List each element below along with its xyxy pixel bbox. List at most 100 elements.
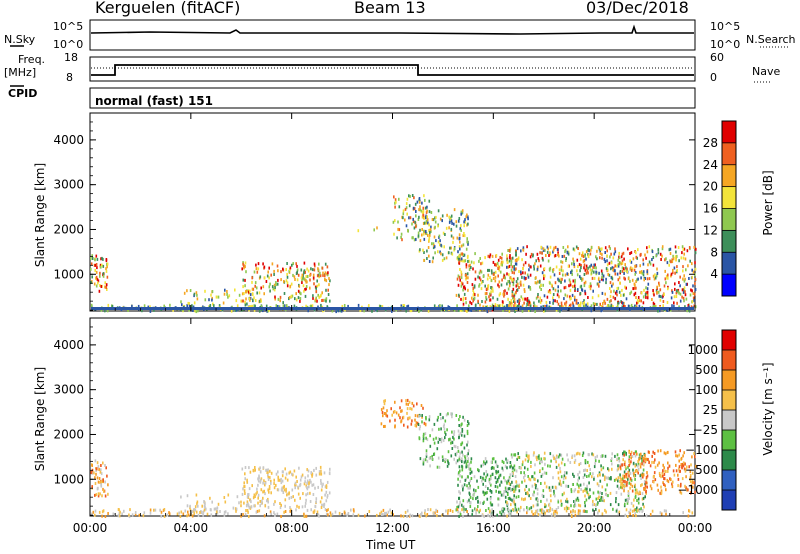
velocity-echo-cell	[320, 469, 322, 473]
power-echo-cell	[515, 249, 517, 253]
power-echo-cell	[273, 288, 276, 292]
power-echo-cell	[256, 291, 258, 295]
velocity-echo-cell	[639, 474, 642, 478]
power-echo-cell	[491, 303, 494, 307]
velocity-echo-cell	[637, 468, 640, 471]
power-echo-cell	[487, 273, 490, 277]
velocity-echo-cell	[431, 428, 434, 432]
power-echo-cell	[520, 270, 522, 274]
power-echo-cell	[494, 263, 496, 267]
velocity-echo-cell	[265, 468, 267, 472]
power-echo-cell	[653, 277, 656, 281]
power-echo-cell	[624, 305, 626, 309]
power-echo-cell	[565, 303, 567, 307]
velocity-echo-cell	[577, 473, 579, 477]
power-echo-cell	[573, 295, 576, 299]
power-echo-cell	[552, 301, 554, 305]
velocity-echo-cell	[471, 509, 474, 513]
power-echo-cell	[251, 276, 253, 280]
power-echo-cell	[459, 253, 461, 257]
velocity-echo-cell	[652, 450, 654, 454]
velocity-echo-cell	[267, 497, 269, 501]
velocity-echo-cell	[591, 475, 593, 479]
power-echo-cell	[681, 295, 683, 299]
power-echo-cell	[508, 249, 511, 252]
velocity-echo-cell	[458, 418, 460, 422]
velocity-echo-cell	[269, 469, 271, 473]
velocity-echo-cell	[330, 513, 332, 517]
power-echo-cell	[428, 223, 430, 227]
velocity-echo-cell	[691, 481, 694, 485]
power-echo-cell	[294, 297, 296, 301]
velocity-echo-cell	[461, 464, 463, 468]
velocity-echo-cell	[473, 475, 476, 479]
power-echo-cell	[607, 272, 609, 276]
velocity-echo-cell	[458, 465, 461, 469]
velocity-echo-cell	[154, 508, 157, 512]
power-echo-cell	[439, 217, 442, 221]
velocity-echo-cell	[561, 457, 564, 461]
power-echo-cell	[432, 242, 435, 246]
power-echo-cell	[683, 274, 685, 278]
velocity-colorbar-swatch	[722, 350, 736, 371]
power-echo-cell	[616, 287, 619, 290]
velocity-echo-cell	[458, 503, 461, 507]
power-echo-cell	[556, 247, 559, 251]
velocity-echo-cell	[306, 508, 309, 512]
velocity-echo-cell	[436, 447, 439, 451]
velocity-echo-cell	[421, 420, 423, 424]
power-echo-cell	[244, 278, 246, 282]
velocity-echo-cell	[382, 406, 385, 410]
velocity-echo-cell	[619, 480, 621, 483]
velocity-echo-cell	[584, 494, 586, 498]
velocity-echo-cell	[437, 440, 440, 444]
power-echo-cell	[286, 272, 288, 276]
power-echo-cell	[642, 262, 645, 266]
velocity-echo-cell	[630, 450, 633, 454]
power-echo-cell	[327, 271, 329, 275]
velocity-echo-cell	[444, 419, 447, 423]
power-echo-cell	[636, 256, 638, 260]
power-echo-cell	[510, 303, 513, 307]
power-echo-cell	[105, 283, 108, 287]
velocity-echo-cell	[382, 508, 385, 512]
velocity-echo-cell	[665, 470, 667, 473]
power-echo-cell	[286, 281, 289, 285]
velocity-echo-cell	[509, 497, 512, 501]
velocity-echo-cell	[630, 478, 633, 482]
velocity-echo-cell	[653, 471, 656, 475]
velocity-echo-cell	[196, 502, 198, 506]
power-echo-cell	[544, 309, 546, 313]
velocity-echo-cell	[577, 503, 580, 507]
power-echo-cell	[635, 255, 638, 259]
power-echo-cell	[595, 255, 597, 259]
power-echo-cell	[616, 304, 619, 308]
power-echo-cell	[480, 262, 482, 266]
velocity-echo-cell	[567, 484, 570, 488]
power-echo-cell	[467, 215, 469, 219]
power-echo-cell	[502, 275, 505, 279]
power-echo-cell	[654, 276, 657, 280]
velocity-echo-cell	[546, 498, 548, 502]
power-echo-cell	[194, 309, 196, 313]
velocity-echo-cell	[625, 484, 627, 488]
velocity-echo-cell	[451, 447, 454, 450]
velocity-echo-cell	[612, 507, 614, 511]
velocity-echo-cell	[215, 510, 218, 514]
velocity-echo-cell	[263, 479, 265, 483]
power-echo-cell	[411, 236, 413, 240]
power-echo-cell	[405, 224, 408, 228]
velocity-echo-cell	[467, 440, 469, 444]
power-echo-cell	[521, 309, 524, 313]
velocity-echo-cell	[244, 477, 246, 481]
power-echo-cell	[691, 300, 694, 303]
velocity-echo-cell	[283, 488, 286, 492]
velocity-echo-cell	[458, 433, 460, 437]
velocity-echo-cell	[405, 402, 408, 406]
power-echo-cell	[623, 257, 625, 261]
power-echo-cell	[593, 276, 596, 280]
velocity-echo-cell	[405, 399, 407, 403]
power-echo-cell	[546, 304, 548, 308]
velocity-echo-cell	[694, 490, 696, 494]
velocity-echo-cell	[527, 455, 529, 459]
